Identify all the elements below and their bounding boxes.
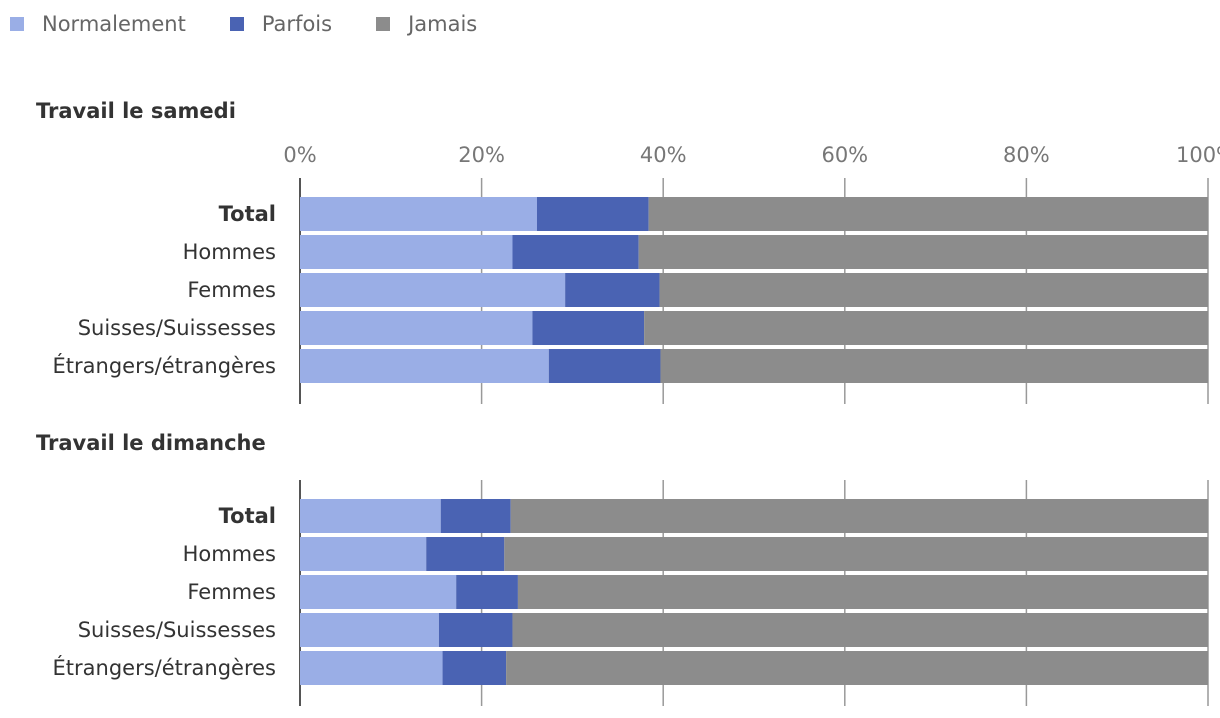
- legend-swatch-jamais: [376, 17, 391, 31]
- bar-1-3-normalement: [300, 613, 439, 647]
- legend-swatch-parfois: [229, 17, 244, 31]
- bar-1-4-parfois: [442, 651, 507, 685]
- x-tick-label-3: 60%: [821, 143, 868, 167]
- bar-0-1-parfois: [512, 235, 639, 269]
- bar-0-3-normalement: [300, 311, 533, 345]
- legend-item-normalement[interactable]: Normalement: [0, 12, 186, 36]
- x-tick-label-5: 100%: [1176, 143, 1220, 167]
- chart-legend: Normalement Parfois Jamais: [0, 12, 511, 36]
- legend-swatch-normalement: [10, 17, 24, 31]
- panel-title-1: Travail le dimanche: [36, 431, 266, 455]
- x-tick-label-2: 40%: [640, 143, 687, 167]
- bar-1-2-parfois: [456, 575, 518, 609]
- category-label-1-1: Hommes: [183, 542, 276, 566]
- bar-1-1-parfois: [426, 537, 505, 571]
- x-tick-label-4: 80%: [1003, 143, 1050, 167]
- bar-1-1-normalement: [300, 537, 427, 571]
- bar-0-2-parfois: [565, 273, 660, 307]
- x-tick-label-0: 0%: [283, 143, 316, 167]
- bar-0-1-normalement: [300, 235, 513, 269]
- category-label-1-2: Femmes: [187, 580, 276, 604]
- bar-0-2-normalement: [300, 273, 566, 307]
- bar-1-2-jamais: [517, 575, 1208, 609]
- bar-1-0-normalement: [300, 499, 441, 533]
- bar-0-0-jamais: [648, 197, 1208, 231]
- bar-0-4-normalement: [300, 349, 549, 383]
- category-label-0-0: Total: [219, 202, 276, 226]
- legend-item-jamais[interactable]: Jamais: [366, 12, 477, 36]
- legend-item-parfois[interactable]: Parfois: [220, 12, 332, 36]
- bar-1-0-parfois: [440, 499, 511, 533]
- bar-0-1-jamais: [638, 235, 1208, 269]
- bar-0-2-jamais: [659, 273, 1208, 307]
- panel-title-0: Travail le samedi: [36, 99, 236, 123]
- category-label-1-3: Suisses/Suissesses: [78, 618, 276, 642]
- category-label-1-4: Étrangers/étrangères: [53, 655, 276, 680]
- category-label-0-4: Étrangers/étrangères: [53, 353, 276, 378]
- category-label-0-1: Hommes: [183, 240, 276, 264]
- bar-1-3-jamais: [512, 613, 1208, 647]
- category-label-0-2: Femmes: [187, 278, 276, 302]
- bar-0-3-jamais: [644, 311, 1208, 345]
- bar-0-0-normalement: [300, 197, 537, 231]
- legend-label-jamais: Jamais: [408, 12, 478, 36]
- bar-0-4-jamais: [660, 349, 1208, 383]
- category-label-0-3: Suisses/Suissesses: [78, 316, 276, 340]
- category-label-1-0: Total: [219, 504, 276, 528]
- bar-0-4-parfois: [548, 349, 661, 383]
- bar-0-0-parfois: [536, 197, 649, 231]
- legend-label-normalement: Normalement: [42, 12, 186, 36]
- x-tick-label-1: 20%: [458, 143, 505, 167]
- legend-label-parfois: Parfois: [261, 12, 333, 36]
- bar-1-3-parfois: [438, 613, 513, 647]
- bar-0-3-parfois: [532, 311, 645, 345]
- bar-1-2-normalement: [300, 575, 457, 609]
- bar-1-4-normalement: [300, 651, 443, 685]
- bar-1-1-jamais: [504, 537, 1208, 571]
- bar-1-4-jamais: [506, 651, 1209, 685]
- bar-1-0-jamais: [510, 499, 1208, 533]
